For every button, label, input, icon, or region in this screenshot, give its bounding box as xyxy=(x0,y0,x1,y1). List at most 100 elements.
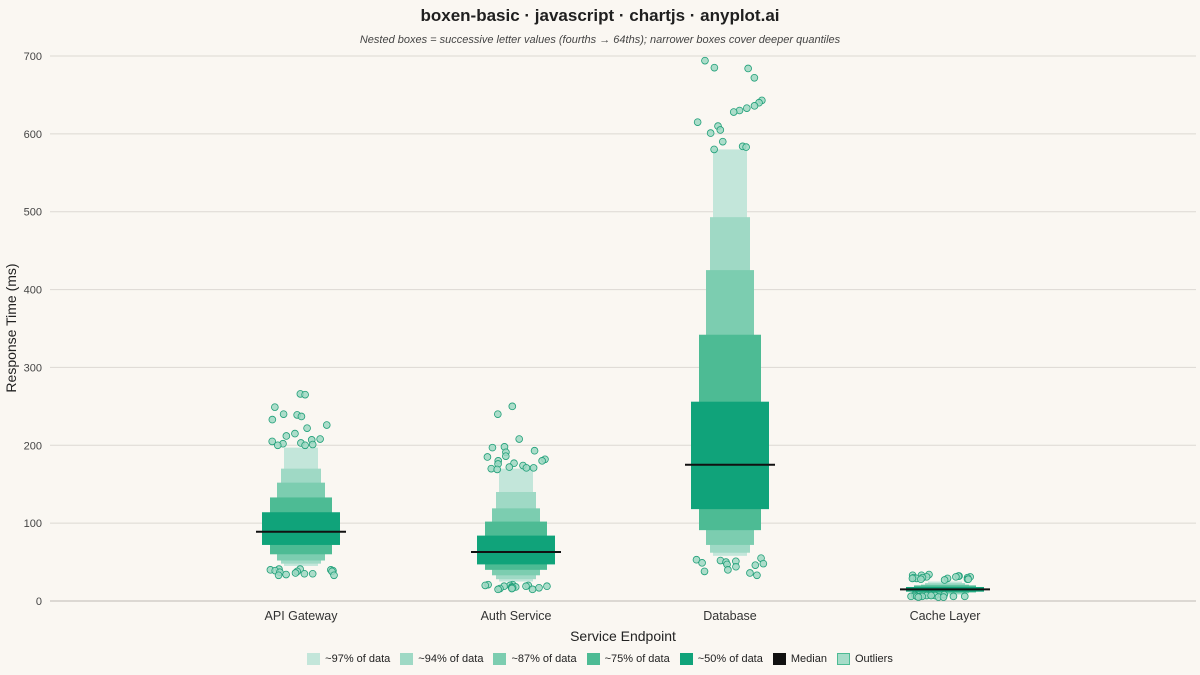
legend-swatch xyxy=(679,653,693,665)
outlier-point xyxy=(960,592,969,601)
outlier-point xyxy=(493,465,502,474)
outlier-point xyxy=(322,421,331,429)
legend-item[interactable]: Median xyxy=(772,653,827,665)
outlier-point xyxy=(330,571,338,580)
y-tick-label: 600 xyxy=(24,129,42,141)
boxen-level-box xyxy=(477,535,555,565)
outlier-point xyxy=(742,143,750,151)
outlier-point xyxy=(268,415,277,424)
outlier-point xyxy=(949,592,958,601)
legend-item[interactable]: ~94% of data xyxy=(400,653,483,665)
legend-label: ~97% of data xyxy=(325,653,391,665)
y-tick-label: 300 xyxy=(24,362,42,374)
outlier-point xyxy=(701,56,709,65)
boxen-level-box xyxy=(691,401,769,510)
legend-label: ~50% of data xyxy=(697,653,763,665)
outlier-point xyxy=(927,591,935,600)
outlier-point xyxy=(494,410,502,418)
outlier-point xyxy=(535,583,543,592)
x-tick-label: Auth Service xyxy=(481,609,552,623)
outlier-point xyxy=(301,441,309,450)
outlier-point xyxy=(964,575,973,583)
outlier-point xyxy=(732,562,740,571)
x-tick-label: API Gateway xyxy=(265,609,339,623)
outlier-point xyxy=(268,437,277,446)
outlier-point xyxy=(746,569,754,577)
outlier-point xyxy=(693,118,702,126)
legend: ~97% of data ~94% of data ~87% of data ~75%… xyxy=(0,653,1200,665)
outlier-point xyxy=(282,432,291,440)
outlier-point xyxy=(291,429,299,438)
outlier-point xyxy=(488,443,497,452)
outlier-point xyxy=(481,581,490,590)
outlier-point xyxy=(743,104,751,112)
outlier-point xyxy=(914,593,923,601)
outlier-point xyxy=(274,571,283,580)
y-tick-label: 100 xyxy=(24,518,42,530)
legend-item[interactable]: ~97% of data xyxy=(307,653,390,665)
x-tick-label: Cache Layer xyxy=(910,609,981,623)
outlier-point xyxy=(716,126,725,134)
legend-label: ~75% of data xyxy=(604,653,670,665)
legend-item[interactable]: ~75% of data xyxy=(586,653,670,665)
outlier-point xyxy=(291,569,300,577)
legend-item[interactable]: Outliers xyxy=(836,653,893,665)
outlier-point xyxy=(750,102,759,110)
x-tick-labels: API Gateway Auth Service Database Cache Lay… xyxy=(265,609,981,623)
y-tick-label: 400 xyxy=(24,285,42,297)
outlier-point xyxy=(692,555,701,564)
outlier-point xyxy=(724,566,732,574)
legend-swatch xyxy=(493,653,507,665)
outlier-point xyxy=(939,593,948,601)
outlier-point xyxy=(494,585,502,594)
outlier-point xyxy=(301,390,309,399)
outlier-point xyxy=(751,561,760,569)
outlier-point xyxy=(759,559,768,568)
outlier-point xyxy=(508,402,517,411)
legend-item[interactable]: ~50% of data xyxy=(679,653,763,665)
outlier-point xyxy=(273,441,282,450)
outlier-point xyxy=(698,559,706,567)
outlier-points xyxy=(266,56,974,601)
y-tick-label: 700 xyxy=(24,51,42,63)
outlier-point xyxy=(303,424,311,432)
outlier-point xyxy=(710,145,718,154)
outlier-point xyxy=(700,567,709,576)
outlier-point xyxy=(505,463,514,471)
outlier-point xyxy=(530,446,539,455)
chart-title: boxen-basic · javascript · chartjs · any… xyxy=(420,6,780,25)
outlier-point xyxy=(282,570,290,579)
grid-lines xyxy=(50,55,1196,602)
outlier-point xyxy=(744,64,752,73)
outlier-point xyxy=(706,129,715,137)
outlier-point xyxy=(917,575,925,583)
y-tick-labels: 0 100 200 300 400 500 600 700 xyxy=(24,51,42,608)
outlier-point xyxy=(718,137,727,146)
outlier-point xyxy=(271,403,279,411)
legend-item[interactable]: ~87% of data xyxy=(493,653,577,665)
legend-swatch xyxy=(307,653,321,665)
outlier-point xyxy=(279,410,288,418)
legend-swatch xyxy=(836,653,850,665)
legend-label: Outliers xyxy=(854,653,893,665)
y-axis-label: Response Time (ms) xyxy=(3,263,19,392)
boxen-level-box xyxy=(262,512,340,545)
outlier-point xyxy=(522,464,531,472)
outlier-point xyxy=(710,63,719,72)
x-axis-label: Service Endpoint xyxy=(570,628,676,644)
legend-label: Median xyxy=(790,653,827,665)
outlier-point xyxy=(538,457,546,465)
legend-swatch xyxy=(400,653,414,665)
legend-label: ~87% of data xyxy=(511,653,577,665)
legend-swatch xyxy=(772,653,786,665)
outlier-point xyxy=(308,440,317,449)
outlier-point xyxy=(528,585,537,594)
outlier-point xyxy=(300,569,309,578)
outlier-point xyxy=(308,569,317,578)
outlier-point xyxy=(952,573,960,581)
outlier-point xyxy=(508,584,516,593)
outlier-point xyxy=(750,74,759,82)
outlier-point xyxy=(529,464,538,472)
outlier-point xyxy=(940,576,949,584)
outlier-point xyxy=(316,435,324,443)
